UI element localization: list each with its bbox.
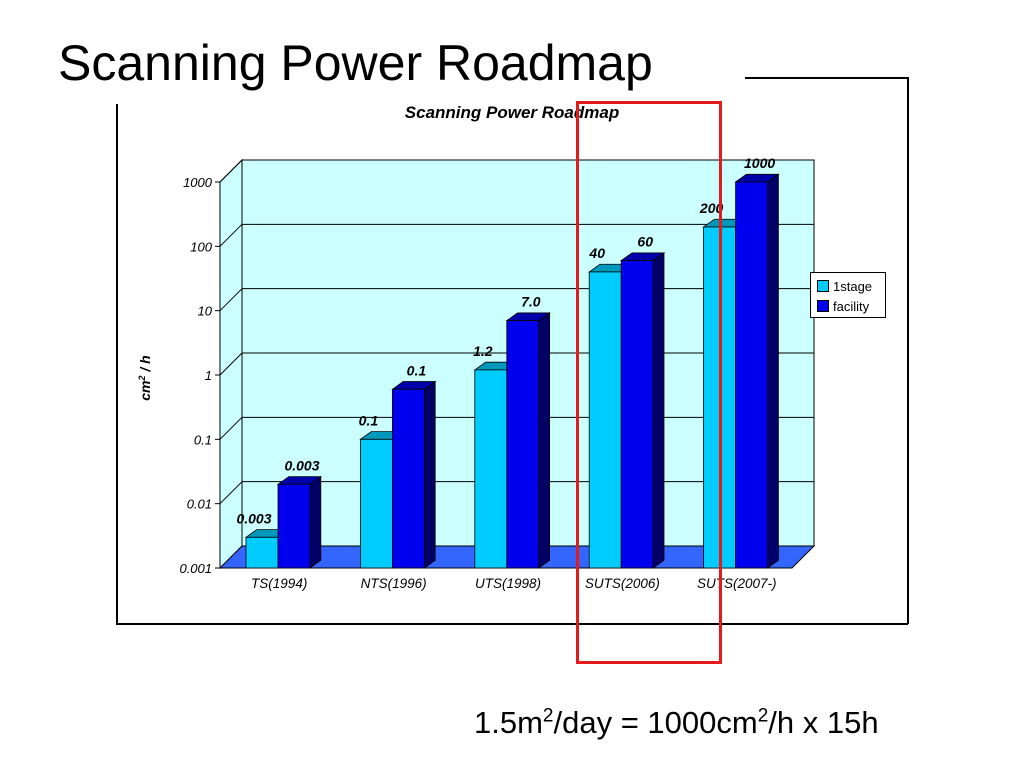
x-category-label: SUTS(2006) xyxy=(585,576,660,591)
data-label-1stage: 1.2 xyxy=(473,343,493,359)
formula-text: 1.5m2/day = 1000cm2/h x 15h xyxy=(474,705,879,740)
legend-swatch-1stage xyxy=(817,280,829,292)
highlight-box-suts-2006 xyxy=(576,101,722,664)
bar-facility xyxy=(506,320,540,569)
title-underline xyxy=(745,77,908,79)
y-tick-label: 1000 xyxy=(183,175,213,190)
x-category-label: SUTS(2007-) xyxy=(697,576,777,591)
x-category-label: TS(1994) xyxy=(251,576,307,591)
gridline-side xyxy=(219,416,243,440)
data-label-1stage: 0.003 xyxy=(236,510,271,526)
x-category-label: NTS(1996) xyxy=(361,576,427,591)
data-label-facility: 7.0 xyxy=(521,294,541,310)
chart-legend: 1stage facility xyxy=(810,272,886,318)
bar-1stage xyxy=(474,369,508,569)
bar-1stage xyxy=(359,438,393,569)
chart-frame-left xyxy=(116,104,118,624)
x-category-label: UTS(1998) xyxy=(475,576,541,591)
chart-title: Scanning Power Roadmap xyxy=(405,103,619,122)
data-label-facility: 0.003 xyxy=(284,457,319,473)
bar-1stage xyxy=(245,536,279,569)
data-label-facility: 1000 xyxy=(744,155,775,171)
bar-facility xyxy=(391,388,425,569)
y-tick-label: 0.01 xyxy=(187,497,212,512)
bar-side xyxy=(767,173,779,569)
bar-facility xyxy=(735,181,768,569)
data-label-1stage: 40 xyxy=(588,245,605,261)
bar-side xyxy=(423,380,436,569)
legend-item-facility: facility xyxy=(817,296,885,316)
bar-side xyxy=(538,312,550,569)
y-tick-label: 0.001 xyxy=(179,561,212,576)
chart-frame-right xyxy=(907,77,909,624)
legend-label-1stage: 1stage xyxy=(833,278,873,294)
gridline-side xyxy=(219,288,243,312)
gridline-side xyxy=(219,352,243,376)
data-label-1stage: 0.1 xyxy=(359,412,379,428)
y-axis-label: cm2 / h xyxy=(137,355,153,400)
chart-frame-bottom xyxy=(116,623,908,625)
y-tick-label: 10 xyxy=(198,304,213,319)
y-tick-label: 0.1 xyxy=(194,432,212,447)
data-label-facility: 0.1 xyxy=(407,362,427,378)
y-tick-label: 1 xyxy=(205,368,212,383)
legend-item-1stage: 1stage xyxy=(817,276,885,296)
gridline-side xyxy=(219,223,243,247)
slide-title: Scanning Power Roadmap xyxy=(58,35,653,91)
data-label-facility: 60 xyxy=(637,234,653,250)
gridline-side xyxy=(219,159,243,183)
legend-label-facility: facility xyxy=(833,298,870,314)
bar-1stage xyxy=(588,271,622,569)
bar-facility xyxy=(620,260,654,569)
bar-facility xyxy=(277,483,311,569)
bar-side xyxy=(309,475,322,569)
legend-swatch-facility xyxy=(817,300,829,312)
y-tick-label: 100 xyxy=(190,239,212,254)
gridline-side xyxy=(219,481,243,505)
data-label-1stage: 200 xyxy=(699,200,724,216)
